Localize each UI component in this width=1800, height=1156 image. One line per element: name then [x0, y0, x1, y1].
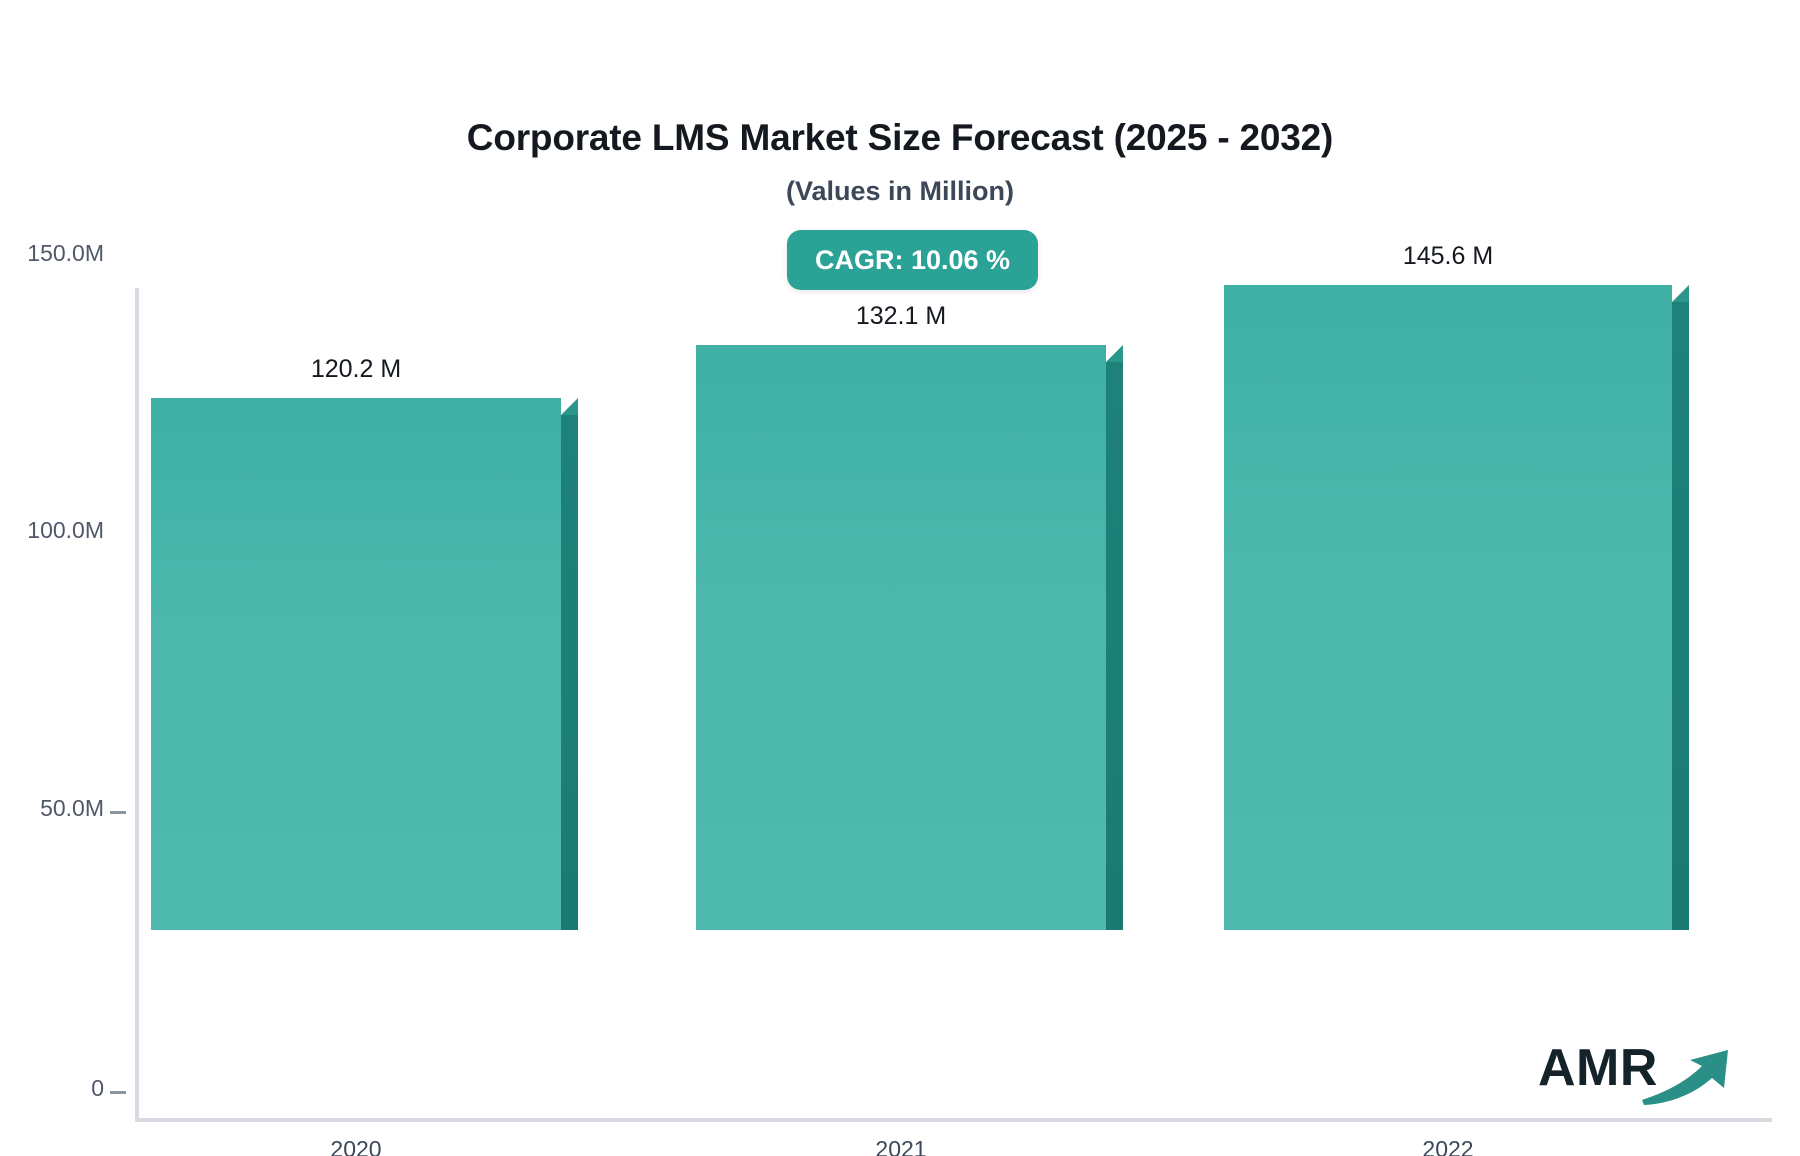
amr-logo-text: AMR	[1538, 1039, 1658, 1097]
x-tick-label-2021: 2021	[875, 1136, 927, 1156]
chart-subtitle: (Values in Million)	[785, 176, 1015, 206]
x-axis-line	[135, 1118, 1772, 1122]
bar-value-label-2021: 132.1 M	[855, 302, 947, 330]
y-axis-line	[135, 288, 139, 1122]
y-tick-mark-0	[110, 1091, 126, 1094]
bar-bevel-2020	[561, 398, 578, 415]
amr-logo: AMR	[1538, 1040, 1738, 1112]
bar-2021[interactable]: 132.1 M	[696, 42, 1123, 930]
bar-2020[interactable]: 120.2 M	[151, 42, 578, 930]
bar-side-2020	[561, 415, 578, 930]
x-tick-label-2022: 2022	[1422, 1136, 1474, 1156]
bar-bevel-2022	[1672, 285, 1689, 302]
bar-side-2022	[1672, 302, 1689, 930]
y-tick-label-50: 50.0M	[40, 795, 104, 821]
bar-side-2021	[1106, 362, 1123, 930]
bar-face-2020	[151, 398, 561, 930]
bar-value-label-2022: 145.6 M	[1402, 242, 1494, 270]
chart-title: Corporate LMS Market Size Forecast (2025…	[466, 117, 1334, 158]
bar-2022[interactable]: 145.6 M	[1224, 42, 1689, 930]
bar-face-2022	[1224, 285, 1672, 930]
bar-value-label-2020: 120.2 M	[310, 355, 402, 383]
y-tick-label-150: 150.0M	[27, 240, 104, 266]
trend-arrow-up-icon	[1642, 1050, 1728, 1105]
plot-area: 150.0M 100.0M 50.0M 0 120.2 M 132.1 M 14…	[0, 230, 1800, 1156]
bar-face-2021	[696, 345, 1106, 930]
y-axis-tick-labels: 150.0M 100.0M 50.0M 0	[0, 230, 104, 1130]
y-tick-mark-50	[110, 811, 126, 814]
cagr-badge: CAGR: 10.06 %	[787, 230, 1039, 290]
y-tick-label-100: 100.0M	[27, 517, 104, 543]
bar-bevel-2021	[1106, 345, 1123, 362]
x-tick-label-2020: 2020	[330, 1136, 382, 1156]
y-tick-label-0: 0	[91, 1075, 104, 1101]
